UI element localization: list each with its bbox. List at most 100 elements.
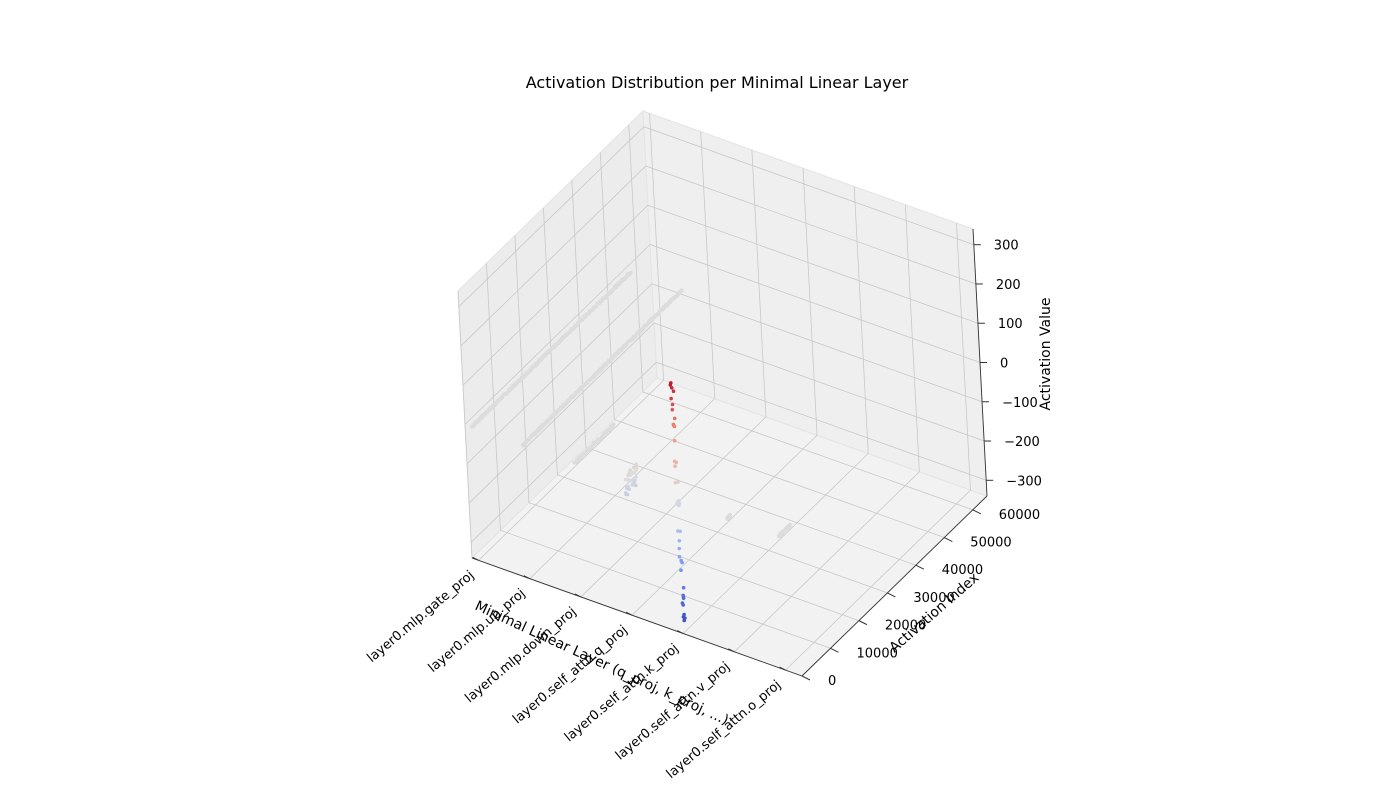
y-tick-label: 10000 (857, 646, 898, 661)
z-tick-label: −200 (1004, 435, 1040, 450)
z-grid-back (647, 204, 979, 324)
y-tick-label: 60000 (999, 508, 1040, 523)
data-point (669, 396, 673, 401)
data-point (677, 546, 681, 551)
data-point (634, 483, 638, 488)
z-tick-label: −300 (1006, 474, 1042, 489)
data-point (671, 389, 676, 394)
y-tick-label: 30000 (913, 591, 954, 606)
x-tick (779, 666, 786, 671)
data-point (633, 478, 637, 483)
y-tick (972, 509, 981, 515)
y-tick-label: 20000 (885, 619, 926, 634)
data-point (677, 501, 682, 506)
data-point (629, 270, 633, 275)
z-grid-left (458, 126, 645, 307)
z-grid-left (460, 165, 647, 347)
z-tick-label: −100 (1002, 396, 1038, 411)
x-grid-floor (682, 453, 869, 634)
data-point (728, 514, 733, 518)
data-point (669, 381, 673, 385)
z-grid-back (645, 165, 977, 285)
x-tick (574, 593, 582, 598)
x-grid-floor (529, 398, 716, 579)
series-layer0.mlp.gate_proj (469, 270, 633, 429)
y-tick (887, 592, 896, 598)
y-grid-floor (585, 446, 916, 566)
x-grid-floor (478, 380, 664, 561)
y-tick-label: 50000 (970, 536, 1011, 551)
data-point (682, 612, 686, 617)
data-point (677, 498, 681, 503)
data-point (680, 560, 684, 565)
data-point (672, 416, 677, 421)
data-point (634, 468, 638, 473)
data-point (677, 539, 682, 543)
data-point (677, 554, 682, 559)
y-grid-floor (614, 419, 945, 538)
y-tick-label: 0 (828, 674, 836, 689)
series-layer0.mlp.up_proj (520, 288, 684, 448)
y-tick-label: 40000 (942, 563, 983, 578)
y-tick (858, 620, 868, 626)
z-grid-back (651, 283, 983, 403)
x-tick (676, 630, 684, 634)
x-grid-floor (785, 489, 971, 671)
data-point (669, 386, 674, 390)
series-layer0.mlp.down_proj (572, 422, 616, 465)
x-tick (472, 556, 479, 561)
z-grid-left (462, 204, 649, 386)
data-point (627, 487, 631, 492)
data-point (627, 478, 632, 483)
data-point (626, 484, 630, 489)
z-grid-back (656, 361, 987, 481)
data-point (672, 438, 677, 443)
series-layer0.self_attn.q_proj (623, 462, 639, 497)
z-tick-label: 100 (998, 317, 1023, 332)
data-point (670, 402, 675, 407)
y-tick (944, 537, 953, 542)
z-tick-label: 300 (994, 239, 1019, 254)
z-grid-left (464, 244, 651, 425)
z-grid-back (653, 322, 985, 442)
y-grid-floor (642, 391, 973, 511)
y-tick (915, 564, 925, 570)
z-grid-left (466, 283, 653, 465)
data-point (681, 603, 685, 607)
grid-lines (457, 113, 987, 677)
data-point (683, 616, 687, 620)
x-tick (523, 575, 530, 580)
series-layer0.self_attn.o_proj (776, 522, 792, 539)
y-grid-floor (528, 502, 860, 621)
data-point (625, 492, 630, 497)
x-grid-floor (580, 416, 767, 598)
data-point (673, 464, 677, 469)
chart-title: Activation Distribution per Minimal Line… (526, 73, 909, 92)
data-point (674, 460, 679, 465)
data-point (670, 407, 675, 412)
data-points (469, 270, 792, 623)
series-layer0.self_attn.k_proj (668, 381, 687, 623)
y-axis-line (801, 495, 988, 677)
data-point (634, 475, 638, 479)
data-point (634, 462, 638, 467)
z-tick-label: 200 (996, 278, 1021, 293)
z-grid-left (470, 362, 657, 543)
x-tick (625, 611, 633, 616)
series-layer0.self_attn.v_proj (725, 512, 733, 521)
x-tick (728, 648, 735, 653)
z-grid-back (649, 244, 981, 363)
z-grid-left (468, 322, 655, 504)
z-axis-label: Activation Value (1038, 298, 1054, 411)
y-grid-floor (500, 529, 831, 649)
data-point (611, 422, 616, 427)
data-point (681, 585, 686, 590)
data-point (676, 480, 680, 484)
x-grid-floor (734, 471, 920, 653)
y-grid-floor (557, 474, 888, 594)
x-grid-floor (631, 434, 818, 616)
data-point (680, 288, 684, 293)
data-point (672, 424, 677, 429)
data-point (679, 568, 683, 572)
